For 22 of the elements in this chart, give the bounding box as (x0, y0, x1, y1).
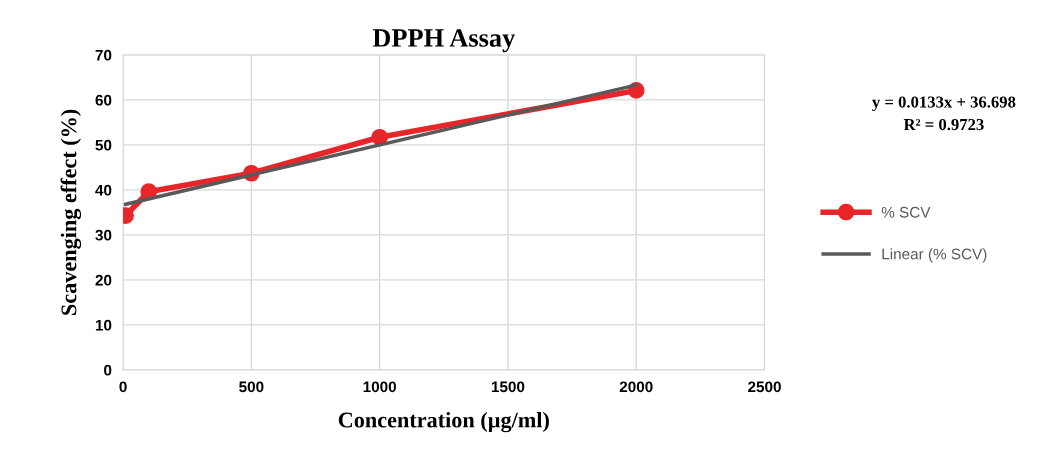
x-tick-label: 2000 (619, 381, 653, 393)
y-tick-label: 0 (104, 364, 112, 376)
legend-label: % SCV (881, 206, 931, 218)
y-axis-title: Scavenging effect (%) (60, 109, 82, 315)
chart-title: DPPH Assay (372, 29, 516, 53)
y-tick-label: 60 (95, 94, 112, 106)
point (371, 128, 388, 146)
text: y = 0.0133x + 36.698 (872, 96, 1016, 112)
y-tick-label: 10 (95, 319, 112, 331)
x-tick-label: 2500 (748, 381, 781, 393)
x-tick-label: 0 (119, 381, 127, 393)
y-tick-label: 20 (95, 274, 112, 286)
y-tick-label: 40 (95, 184, 112, 196)
legend-label: Linear (% SCV) (882, 248, 987, 263)
y-tick-label: 70 (95, 49, 112, 61)
y-tick-label: 50 (95, 139, 112, 151)
x-tick-label: 500 (239, 381, 264, 393)
x-tick-label: 1000 (363, 381, 397, 393)
x-tick-label: 1500 (491, 381, 525, 393)
x-axis-title: Concentration (µg/ml) (338, 411, 549, 433)
y-tick-label: 30 (95, 229, 112, 241)
text: R² = 0.9723 (903, 118, 984, 131)
